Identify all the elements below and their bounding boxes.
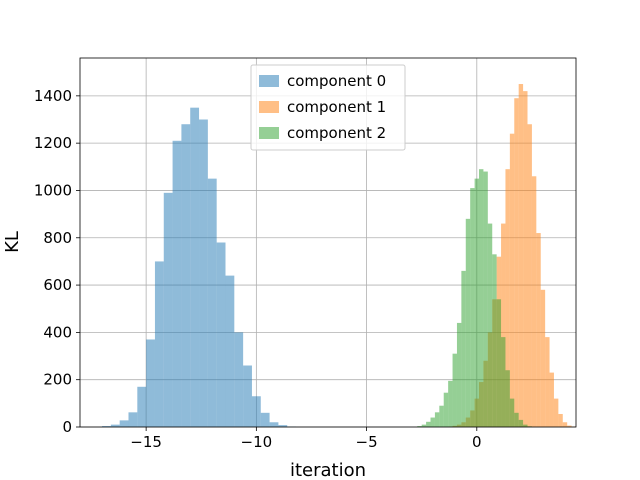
histogram-bar bbox=[553, 398, 559, 427]
histogram-bar bbox=[199, 119, 208, 427]
histogram-bar bbox=[190, 107, 200, 427]
histogram-bar bbox=[558, 413, 563, 427]
histogram-bar bbox=[492, 254, 497, 427]
histogram-bar bbox=[505, 370, 510, 427]
histogram-bar bbox=[531, 176, 537, 427]
histogram-bar bbox=[562, 422, 568, 427]
histogram-bar bbox=[483, 171, 488, 427]
histogram-bar bbox=[518, 419, 524, 427]
histogram-bar bbox=[128, 412, 138, 427]
histogram-bar bbox=[540, 289, 546, 427]
legend: component 0 component 1 component 2 bbox=[250, 64, 406, 151]
legend-swatch bbox=[259, 127, 279, 139]
histogram-bar bbox=[501, 223, 506, 427]
histogram-bar bbox=[421, 424, 427, 427]
y-tick-label: 1200 bbox=[34, 134, 72, 152]
x-tick-label: −5 bbox=[356, 433, 378, 451]
histogram-bar bbox=[487, 223, 493, 427]
histogram-bar bbox=[119, 420, 129, 427]
histogram-bar bbox=[430, 417, 435, 427]
histogram-bar bbox=[216, 242, 226, 427]
histogram-bar bbox=[479, 169, 484, 427]
histogram-bar bbox=[523, 91, 528, 427]
histogram-bar bbox=[102, 426, 111, 427]
bars bbox=[102, 84, 576, 428]
legend-label: component 1 bbox=[287, 98, 386, 116]
y-tick-label: 600 bbox=[43, 276, 72, 294]
histogram-bar bbox=[146, 339, 155, 427]
y-tick-label: 800 bbox=[43, 229, 72, 247]
histogram-bar bbox=[527, 124, 532, 427]
histogram-bar bbox=[225, 275, 235, 427]
histogram-bar bbox=[496, 299, 502, 427]
histogram-bar bbox=[461, 270, 466, 427]
histogram-bar bbox=[278, 425, 288, 427]
histogram-bar bbox=[549, 372, 554, 427]
histogram-bar bbox=[505, 169, 510, 427]
histogram-bar bbox=[110, 424, 120, 427]
histogram-bar bbox=[260, 412, 270, 427]
histogram-bar bbox=[514, 412, 519, 427]
y-tick-label: 400 bbox=[43, 323, 72, 341]
histogram-bar bbox=[456, 322, 462, 427]
histogram-bar bbox=[474, 178, 480, 427]
histogram-bar bbox=[181, 124, 191, 427]
series-2 bbox=[417, 169, 532, 427]
histogram-bar bbox=[518, 84, 524, 428]
histogram-bar bbox=[509, 133, 515, 427]
histogram-bar bbox=[470, 188, 475, 427]
series-0 bbox=[102, 107, 297, 428]
legend-label: component 2 bbox=[287, 124, 386, 142]
histogram-bar bbox=[163, 192, 173, 427]
legend-swatch bbox=[259, 101, 279, 113]
histogram-bar bbox=[426, 421, 431, 427]
x-tick-label: −10 bbox=[241, 433, 273, 451]
histogram-bar bbox=[545, 337, 550, 427]
histogram-bar bbox=[465, 218, 471, 427]
histogram-bar bbox=[172, 140, 182, 428]
histogram-bar bbox=[269, 422, 279, 427]
x-tick-label: 0 bbox=[472, 433, 482, 451]
y-tick-label: 200 bbox=[43, 371, 72, 389]
histogram-bar bbox=[443, 392, 449, 427]
ticks: −15 −10 −5 0 0 200 400 600 800 1000 1200 1400 bbox=[34, 87, 482, 451]
histogram-bar bbox=[501, 337, 506, 427]
legend-label: component 0 bbox=[287, 72, 386, 90]
y-axis-label: KL bbox=[2, 231, 23, 253]
histogram-bar bbox=[434, 412, 440, 427]
histogram-bar bbox=[251, 396, 261, 427]
histogram-bar bbox=[536, 233, 541, 427]
histogram-bar bbox=[514, 98, 519, 427]
x-axis-label: iteration bbox=[290, 460, 366, 480]
histogram-bar bbox=[448, 380, 453, 427]
histogram-bar bbox=[523, 424, 528, 427]
x-tick-label: −15 bbox=[130, 433, 162, 451]
plot-frame bbox=[79, 57, 577, 428]
legend-swatch bbox=[259, 75, 279, 87]
histogram-bar bbox=[509, 398, 515, 427]
y-tick-label: 1000 bbox=[34, 181, 72, 199]
histogram-bar bbox=[243, 365, 252, 427]
histogram-bar bbox=[137, 386, 147, 427]
histogram-bar bbox=[417, 426, 422, 427]
y-tick-label: 1400 bbox=[34, 87, 72, 105]
histogram-bar bbox=[234, 332, 244, 427]
histogram-bar bbox=[452, 353, 457, 427]
legend-box bbox=[250, 64, 406, 151]
histogram-bar bbox=[207, 178, 217, 427]
histogram-bar bbox=[439, 405, 444, 427]
histogram-bar bbox=[154, 261, 164, 427]
y-tick-label: 0 bbox=[62, 418, 72, 436]
histogram-bar bbox=[567, 425, 572, 427]
